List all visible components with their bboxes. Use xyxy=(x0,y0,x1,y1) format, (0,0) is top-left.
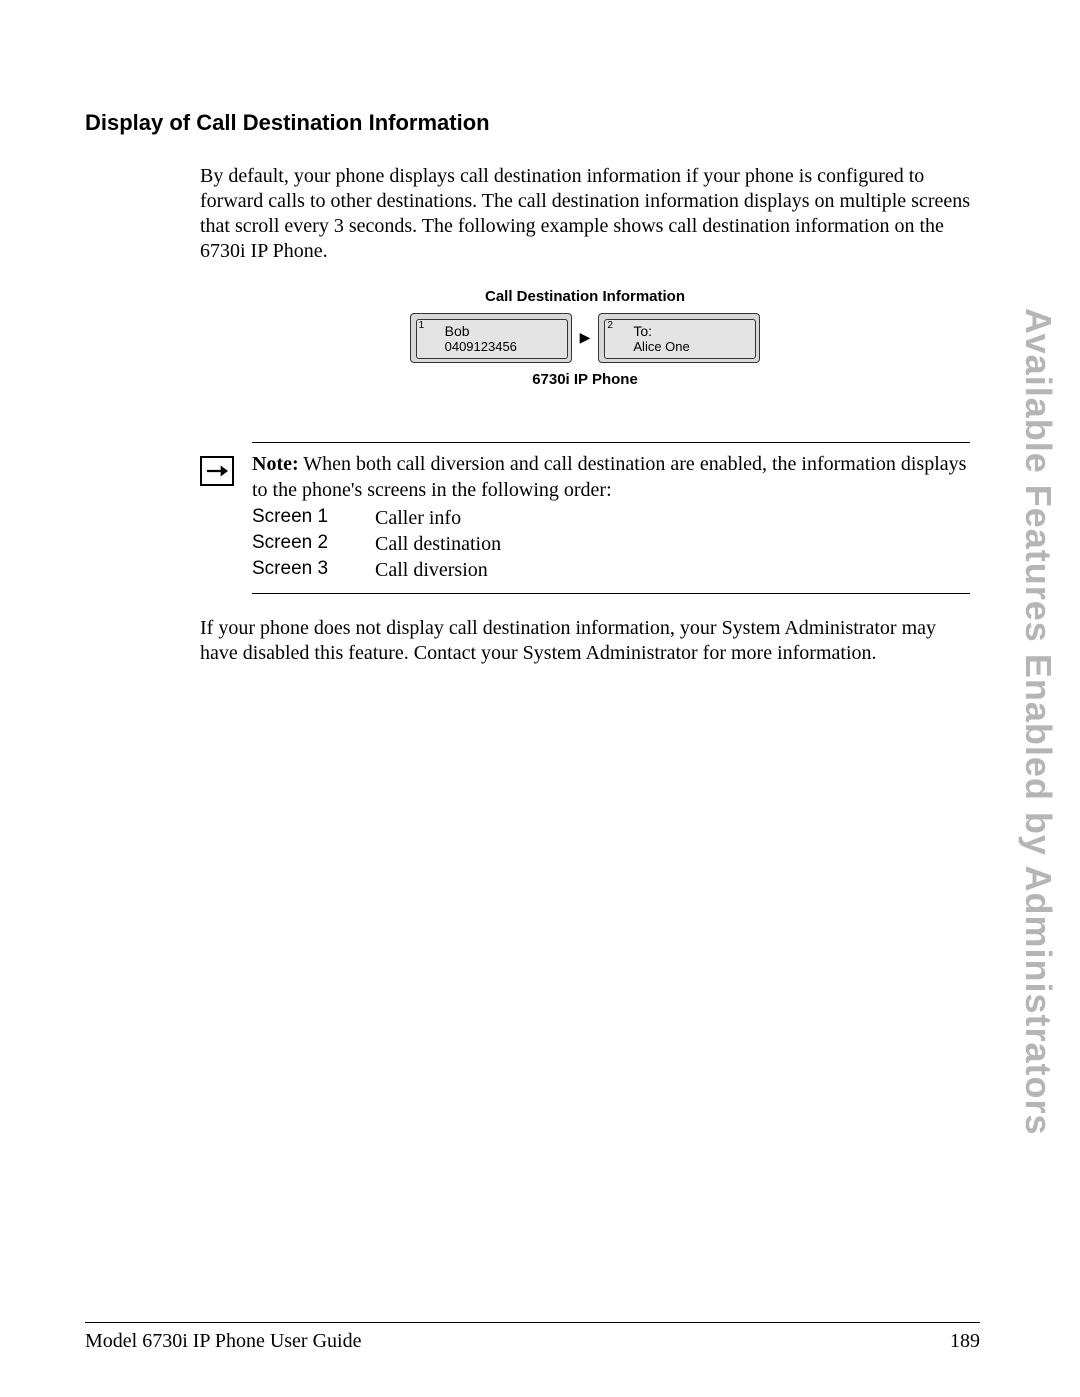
list-item: Screen 2 Call destination xyxy=(252,531,970,557)
list-item: Screen 1 Caller info xyxy=(252,505,970,531)
note-arrow-icon xyxy=(200,456,234,486)
side-tab: Available Features Enabled by Administra… xyxy=(1008,308,1068,1128)
screen-label: Screen 3 xyxy=(252,557,347,583)
note-text: When both call diversion and call destin… xyxy=(252,453,966,501)
intro-paragraph: By default, your phone displays call des… xyxy=(200,164,970,264)
lcd-screen-1: 1 Bob 0409123456 xyxy=(410,313,572,363)
screen-desc: Caller info xyxy=(375,505,461,531)
note-label: Note: xyxy=(252,453,299,475)
screen-order-list: Screen 1 Caller info Screen 2 Call desti… xyxy=(252,505,970,583)
screen-label: Screen 1 xyxy=(252,505,347,531)
arrow-right-icon: ▶ xyxy=(578,330,593,347)
lcd-line2: Alice One xyxy=(633,339,689,354)
footer-rule xyxy=(85,1322,980,1323)
page: Display of Call Destination Information … xyxy=(0,0,1080,1397)
lcd-number: 2 xyxy=(607,320,613,331)
lcd-screen-2: 2 To: Alice One xyxy=(598,313,760,363)
footer-left: Model 6730i IP Phone User Guide xyxy=(85,1330,361,1353)
lcd-inner: 2 To: Alice One xyxy=(604,319,756,359)
screen-desc: Call destination xyxy=(375,531,501,557)
content-area: Display of Call Destination Information … xyxy=(85,110,965,686)
figure-caption: 6730i IP Phone xyxy=(200,371,970,388)
lcd-line1: To: xyxy=(633,323,652,339)
footer-page-number: 189 xyxy=(950,1330,980,1353)
footer: Model 6730i IP Phone User Guide 189 xyxy=(85,1330,980,1353)
figure-call-destination: Call Destination Information 1 Bob 04091… xyxy=(200,288,970,388)
section-heading: Display of Call Destination Information xyxy=(85,110,965,136)
lcd-number: 1 xyxy=(419,320,425,331)
lcd-line2: 0409123456 xyxy=(445,339,517,354)
screen-desc: Call diversion xyxy=(375,557,488,583)
side-tab-text: Available Features Enabled by Administra… xyxy=(1017,308,1059,1136)
lcd-line1: Bob xyxy=(445,323,470,339)
list-item: Screen 3 Call diversion xyxy=(252,557,970,583)
screen-label: Screen 2 xyxy=(252,531,347,557)
followup-paragraph: If your phone does not display call dest… xyxy=(200,616,970,666)
note-block: Note: When both call diversion and call … xyxy=(200,442,970,594)
note-body: Note: When both call diversion and call … xyxy=(252,442,970,594)
phone-screens: 1 Bob 0409123456 ▶ 2 To: Alice One xyxy=(200,313,970,363)
figure-title: Call Destination Information xyxy=(200,288,970,305)
lcd-inner: 1 Bob 0409123456 xyxy=(416,319,568,359)
